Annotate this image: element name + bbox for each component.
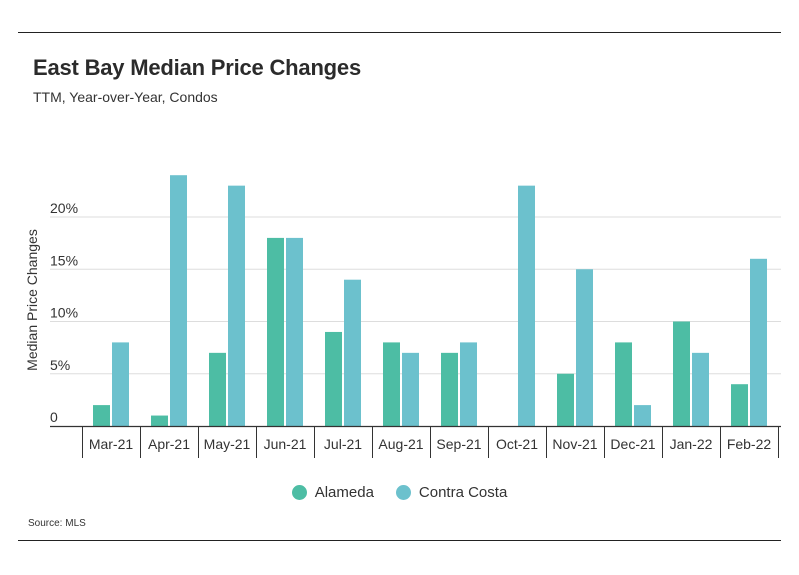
legend-label-contra-costa: Contra Costa: [418, 484, 508, 501]
bar-contra-costa: [750, 258, 767, 426]
top-rule: [18, 32, 781, 33]
x-tick-label: Nov-21: [552, 436, 597, 452]
bar-alameda: [673, 321, 690, 426]
bar-contra-costa: [692, 352, 709, 426]
bar-contra-costa: [112, 342, 129, 426]
bar-alameda: [615, 342, 632, 426]
gridlines: [50, 216, 781, 375]
legend-swatch-contra-costa: [395, 485, 411, 500]
y-axis: 0 5% 10% 15% 20%: [50, 200, 78, 425]
bar-alameda: [383, 342, 400, 426]
bar-contra-costa: [518, 185, 535, 426]
bar-alameda: [267, 237, 284, 426]
x-tick-label: Jun-21: [264, 436, 307, 452]
bar-alameda: [209, 352, 226, 426]
bars: [93, 175, 767, 426]
y-tick-label: 5%: [50, 357, 70, 373]
bar-contra-costa: [634, 405, 651, 426]
bar-contra-costa: [460, 342, 477, 426]
legend-label-alameda: Alameda: [314, 484, 374, 501]
y-tick-label: 0: [50, 409, 58, 425]
x-tick-label: Aug-21: [378, 436, 423, 452]
x-tick-label: Jul-21: [324, 436, 362, 452]
x-tick-label: Dec-21: [610, 436, 655, 452]
bar-alameda: [325, 331, 342, 426]
x-tick-label: Sep-21: [436, 436, 481, 452]
legend-item-contra-costa: Contra Costa: [395, 484, 508, 501]
chart-subtitle: TTM, Year-over-Year, Condos: [33, 89, 218, 105]
bar-contra-costa: [170, 175, 187, 426]
bar-alameda: [151, 415, 168, 426]
y-tick-label: 20%: [50, 200, 78, 216]
source-note: Source: MLS: [28, 518, 86, 529]
x-tick-label: Feb-22: [727, 436, 772, 452]
bar-contra-costa: [402, 352, 419, 426]
y-tick-label: 10%: [50, 305, 78, 321]
bar-contra-costa: [576, 269, 593, 426]
x-tick-label: Jan-22: [670, 436, 713, 452]
bar-contra-costa: [286, 237, 303, 426]
x-tick-label: May-21: [204, 436, 251, 452]
x-axis: Mar-21 Apr-21 May-21 Jun-21 Jul-21 Aug-21 Sep-…: [50, 425, 781, 458]
bottom-rule: [18, 540, 781, 541]
x-tick-label: Mar-21: [89, 436, 134, 452]
legend-swatch-alameda: [291, 485, 307, 500]
legend-item-alameda: Alameda: [291, 484, 374, 501]
x-tick-label: Apr-21: [148, 436, 190, 452]
bar-alameda: [93, 405, 110, 426]
y-tick-label: 15%: [50, 252, 78, 268]
legend: Alameda Contra Costa: [0, 484, 799, 501]
bar-alameda: [441, 352, 458, 426]
y-axis-label: Median Price Changes: [24, 229, 40, 371]
bar-alameda: [731, 384, 748, 426]
x-tick-label: Oct-21: [496, 436, 538, 452]
bar-contra-costa: [344, 279, 361, 426]
chart-title: East Bay Median Price Changes: [33, 55, 361, 80]
bar-alameda: [557, 373, 574, 426]
bar-contra-costa: [228, 185, 245, 426]
